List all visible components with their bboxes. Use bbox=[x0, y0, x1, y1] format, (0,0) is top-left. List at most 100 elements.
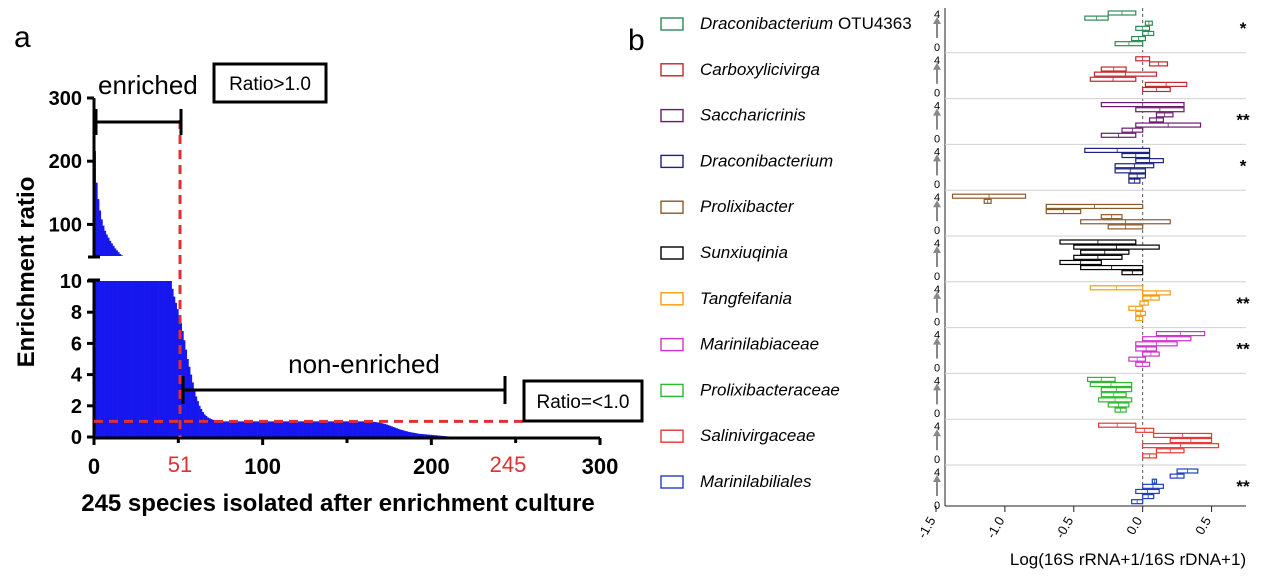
bar-lower bbox=[115, 281, 118, 437]
bar-lower bbox=[212, 419, 215, 437]
significance-mark: ** bbox=[1236, 294, 1250, 313]
x-tick-label: 0 bbox=[88, 454, 100, 479]
bar-lower bbox=[228, 421, 231, 437]
legend-label-rest: OTU4363 bbox=[833, 14, 911, 33]
legend-swatch bbox=[660, 154, 684, 169]
bar-lower bbox=[431, 434, 434, 437]
bar-lower bbox=[195, 396, 198, 437]
bar-lower bbox=[188, 366, 191, 437]
group-top-label: 4 bbox=[934, 238, 940, 250]
bar-upper bbox=[100, 219, 103, 256]
group-bottom-label: 0 bbox=[934, 179, 940, 191]
bar-lower bbox=[419, 433, 422, 437]
bar-lower bbox=[124, 281, 127, 437]
bar-lower bbox=[119, 281, 122, 437]
group-arrow-head bbox=[933, 200, 941, 208]
bar-lower bbox=[242, 421, 245, 437]
y-tick-label: 0 bbox=[71, 427, 82, 449]
bar-lower bbox=[335, 421, 338, 437]
x-axis-label: 245 species isolated after enrichment cu… bbox=[81, 490, 595, 517]
bar-lower bbox=[362, 421, 365, 437]
bar-lower bbox=[357, 421, 360, 437]
legend-label: Prolixibacteraceae bbox=[700, 380, 840, 399]
bar-lower bbox=[95, 281, 98, 437]
bar-upper bbox=[110, 243, 113, 256]
group-top-label: 4 bbox=[934, 375, 940, 387]
bar-lower bbox=[210, 419, 213, 437]
bar-lower bbox=[208, 418, 211, 437]
bar-lower bbox=[333, 421, 336, 437]
bar-lower bbox=[372, 421, 375, 437]
bar-lower bbox=[306, 421, 309, 437]
bar-lower bbox=[220, 421, 223, 437]
bar-lower bbox=[321, 421, 324, 437]
bar-lower bbox=[439, 435, 442, 437]
bar-lower bbox=[131, 281, 134, 437]
bar-lower bbox=[314, 421, 317, 437]
group-top-label: 4 bbox=[934, 146, 940, 158]
bar-lower bbox=[260, 421, 263, 437]
bar-lower bbox=[109, 281, 112, 437]
bar-lower bbox=[134, 281, 137, 437]
bar-lower bbox=[293, 421, 296, 437]
bar-lower bbox=[289, 421, 292, 437]
bar-lower bbox=[147, 281, 150, 437]
bar-lower bbox=[122, 281, 125, 437]
group-bottom-label: 0 bbox=[934, 500, 940, 512]
legend-swatch bbox=[660, 108, 684, 123]
group-top-label: 4 bbox=[934, 192, 940, 204]
bar-lower bbox=[249, 421, 252, 437]
legend-swatch bbox=[660, 200, 684, 214]
bar-lower bbox=[146, 281, 149, 437]
bar-lower bbox=[173, 296, 176, 437]
bar-lower bbox=[102, 281, 105, 437]
bar-lower bbox=[163, 281, 166, 437]
bar-lower bbox=[153, 281, 156, 437]
bar-lower bbox=[151, 281, 154, 437]
bar-lower bbox=[227, 421, 230, 437]
bar-lower bbox=[223, 421, 226, 437]
bar-lower bbox=[441, 435, 444, 437]
bar-lower bbox=[313, 421, 316, 437]
bar-lower bbox=[296, 421, 299, 437]
bar-lower bbox=[213, 420, 216, 437]
bar-lower bbox=[274, 421, 277, 437]
bar-lower bbox=[353, 421, 356, 437]
bar-lower bbox=[416, 433, 419, 437]
bar-lower bbox=[266, 421, 269, 437]
significance-mark: ** bbox=[1236, 111, 1250, 130]
bar-lower bbox=[404, 430, 407, 437]
legend-label: Sunxiuqinia bbox=[700, 243, 788, 262]
bar-lower bbox=[380, 423, 383, 437]
group-top-label: 4 bbox=[934, 421, 940, 433]
bar-lower bbox=[114, 281, 117, 437]
legend-label: Prolixibacter bbox=[700, 197, 795, 216]
legend-swatch bbox=[660, 292, 684, 306]
bar-lower bbox=[232, 421, 235, 437]
bar-lower bbox=[358, 421, 361, 437]
bar-lower bbox=[318, 421, 321, 437]
bar-lower bbox=[406, 431, 409, 437]
bar-lower bbox=[438, 435, 441, 437]
bar-lower bbox=[360, 421, 363, 437]
bar-lower bbox=[277, 421, 280, 437]
bar-lower bbox=[379, 422, 382, 437]
enriched-label: enriched bbox=[98, 70, 198, 100]
bar-lower bbox=[330, 421, 333, 437]
x-tick-label: 300 bbox=[582, 454, 619, 479]
bar-upper bbox=[117, 252, 120, 256]
group-bottom-label: 0 bbox=[934, 88, 940, 100]
bar-lower bbox=[294, 421, 297, 437]
bar-lower bbox=[325, 421, 328, 437]
bar-lower bbox=[304, 421, 307, 437]
group-top-label: 4 bbox=[934, 330, 940, 342]
bar-lower bbox=[139, 281, 142, 437]
bar-lower bbox=[394, 427, 397, 437]
bar-lower bbox=[399, 429, 402, 437]
bar-lower bbox=[217, 421, 220, 437]
bar-upper bbox=[105, 234, 108, 256]
bar-lower bbox=[279, 421, 282, 437]
group-bottom-label: 0 bbox=[934, 408, 940, 420]
